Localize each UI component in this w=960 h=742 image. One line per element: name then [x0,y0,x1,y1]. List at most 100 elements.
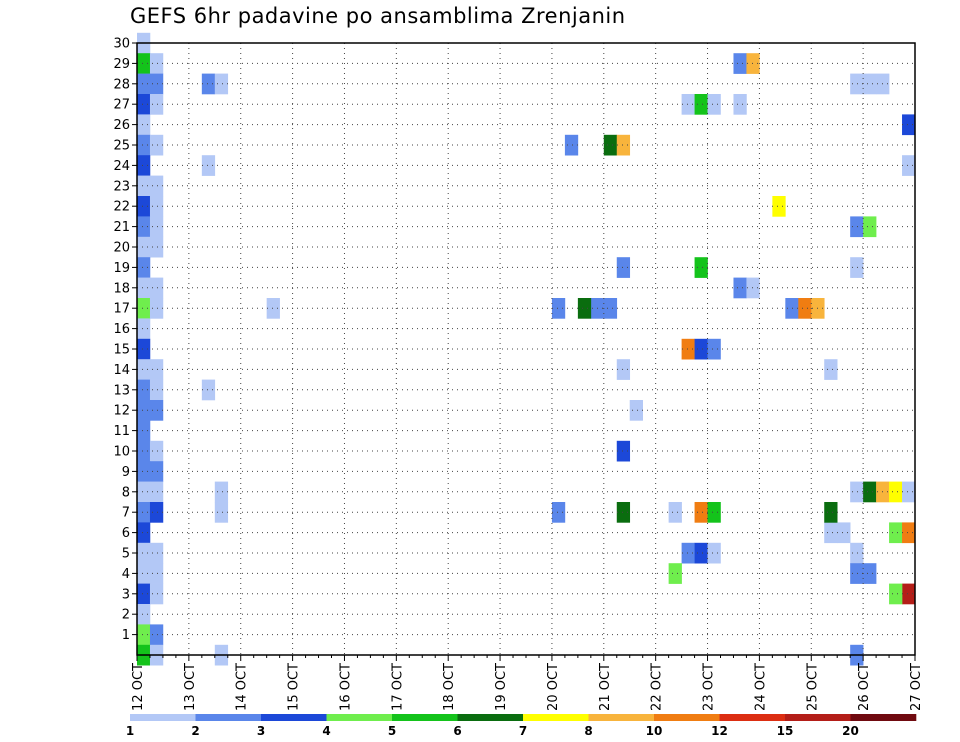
heatmap-cell [137,604,151,625]
heatmap-cell [137,216,151,238]
x-tick-label: 18 OCT [442,663,457,711]
x-tick-label: 14 OCT [235,663,250,711]
heatmap-cell [149,277,164,299]
heatmap-cell [863,216,877,238]
x-tick-label: 27 OCT [909,663,924,711]
y-tick-label: 21 [113,220,130,235]
y-tick-label: 13 [113,383,130,398]
heatmap-cell [824,522,838,544]
x-tick-label: 17 OCT [390,663,405,711]
heatmap-cell [889,481,903,503]
heatmap-cell [214,502,229,523]
heatmap-cell [902,583,916,605]
y-tick-label: 8 [122,485,130,500]
heatmap-cell [137,461,151,482]
heatmap-cell [149,379,164,401]
heatmap-cell [137,298,151,319]
heatmap-cell [137,257,151,278]
y-tick-label: 20 [113,241,130,256]
chart-title: GEFS 6hr padavine po ansamblima Zrenjani… [130,4,626,28]
y-tick-label: 1 [122,628,130,643]
heatmap-cell [564,134,579,156]
heatmap-cell [137,440,151,462]
heatmap-cell [707,338,721,360]
heatmap-cell [707,542,721,564]
colorbar-swatch [588,714,655,721]
heatmap-cell [772,196,786,217]
heatmap-cell [137,400,151,421]
heatmap-cell [694,338,708,360]
heatmap-cell [551,502,566,523]
heatmap-cell [902,155,916,176]
heatmap-cell [668,563,682,584]
heatmap-cell [137,522,151,544]
x-tick-label: 16 OCT [338,663,353,711]
colorbar-label: 2 [191,724,199,738]
heatmap-cell [149,583,164,605]
heatmap-cell [694,502,708,523]
y-tick-label: 18 [113,281,130,296]
heatmap-cell [137,277,151,299]
heatmap-cell [746,53,760,74]
heatmap-cell [149,461,164,482]
heatmap-cell [616,440,631,462]
heatmap-cell [137,420,151,442]
heatmap-cell [149,542,164,564]
x-tick-label: 13 OCT [183,663,198,711]
heatmap-cell [902,522,916,544]
colorbar-swatch [850,714,917,721]
heatmap-cell [616,257,631,278]
y-tick-label: 29 [113,57,130,72]
y-tick-label: 3 [122,587,130,602]
heatmap-cell [266,298,280,319]
colorbar: 1 2 3 4 5 6 7 8 10 12 15 20 [126,714,917,738]
y-tick-label: 24 [113,159,130,174]
heatmap-cell [850,481,864,503]
heatmap-cell [863,481,877,503]
heatmap-cell [694,257,708,278]
colorbar-swatch [130,714,196,721]
plot-frame [136,42,916,656]
heatmap-cell [694,542,708,564]
heatmap-cell [149,624,164,646]
heatmap-cell [668,502,682,523]
colorbar-label: 6 [453,724,461,738]
heatmap-cell [149,236,164,258]
heatmap-cell [137,155,151,176]
heatmap-cell [850,542,864,564]
heatmap-cell [137,502,151,523]
heatmap-cell [785,298,799,319]
heatmap-cell [137,53,151,74]
heatmap-cell [850,73,864,95]
colorbar-label: 3 [257,724,265,738]
y-tick-label: 14 [113,363,130,378]
x-axis: 12 OCT 13 OCT 14 OCT 15 OCT 16 OCT 17 OCT 18 O… [131,655,924,711]
y-tick-label: 30 [113,37,130,52]
heatmap-cell [201,379,216,401]
heatmap-cell [149,502,164,523]
colorbar-label: 20 [842,724,859,738]
y-tick-label: 27 [113,98,130,113]
y-tick-label: 15 [113,343,130,358]
heatmap-cell [137,318,151,340]
heatmap-cell [681,338,695,360]
heatmap-cell [889,522,903,544]
heatmap-cell [137,379,151,401]
colorbar-label: 5 [388,724,396,738]
heatmap-cell [616,134,631,156]
heatmap-cell [681,542,695,564]
y-tick-label: 10 [113,445,130,460]
colorbar-swatch [523,714,589,721]
heatmap-cell [551,298,566,319]
x-tick-label: 23 OCT [702,663,717,711]
heatmap-cell [837,522,851,544]
heatmap-cell [137,196,151,217]
colorbar-label: 1 [126,724,134,738]
heatmap-cell [902,114,916,136]
colorbar-swatch [457,714,524,721]
x-tick-label: 24 OCT [753,663,768,711]
heatmap-cell [214,481,229,503]
heatmap-cell [889,583,903,605]
heatmap-cell [850,216,864,238]
